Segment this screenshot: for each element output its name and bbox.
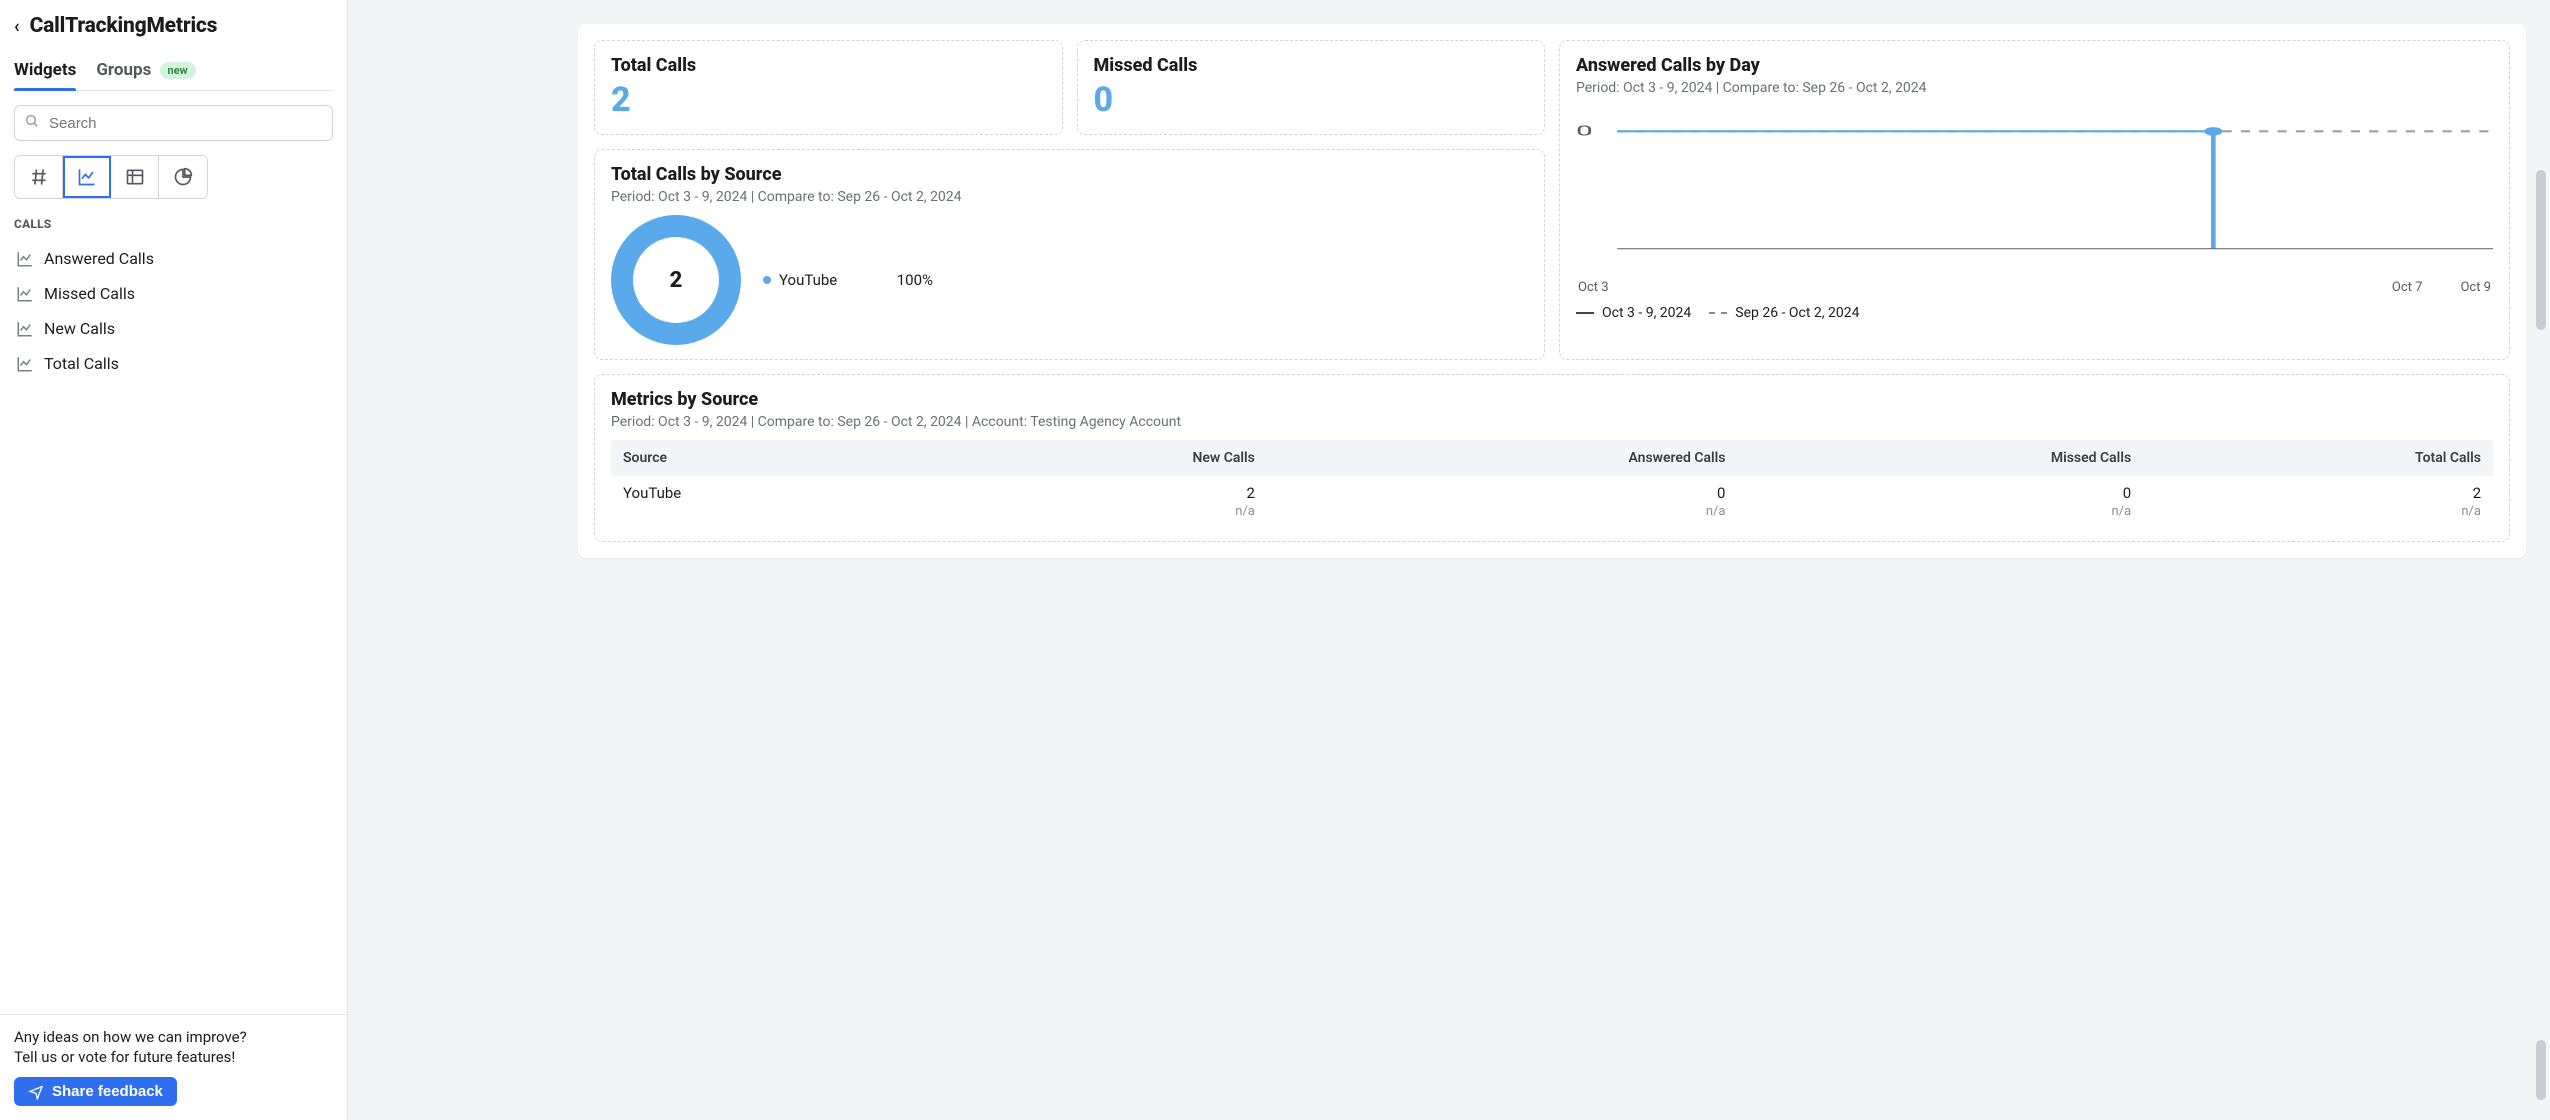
- search-wrapper: [14, 105, 333, 141]
- donut-legend: YouTube 100%: [763, 271, 933, 289]
- legend-item: YouTube: [763, 271, 837, 289]
- cell-value: 0: [1717, 484, 1725, 502]
- filter-line-chart-icon[interactable]: [63, 156, 111, 198]
- cell-total-calls: 2 n/a: [2143, 476, 2493, 527]
- scrollbar-thumb[interactable]: [2536, 170, 2546, 330]
- kpi-row: Total Calls 2 Missed Calls 0: [594, 40, 1545, 135]
- filter-table-icon[interactable]: [111, 156, 159, 198]
- cell-source: YouTube: [611, 476, 931, 527]
- back-icon[interactable]: ‹: [14, 16, 20, 37]
- card-total-calls[interactable]: Total Calls 2: [594, 40, 1063, 135]
- dashboard-canvas: Total Calls 2 Missed Calls 0 Total Calls…: [578, 24, 2526, 558]
- tab-groups[interactable]: Groups new: [96, 52, 195, 90]
- cell-value: 2: [2473, 484, 2481, 502]
- table-row[interactable]: YouTube 2 n/a 0 n/a 0 n/a: [611, 476, 2493, 527]
- card-sub: Period: Oct 3 - 9, 2024 | Compare to: Se…: [611, 414, 2493, 430]
- widget-item-label: New Calls: [44, 319, 115, 338]
- legend-current: Oct 3 - 9, 2024: [1576, 305, 1691, 321]
- kpi-value: 0: [1094, 80, 1529, 120]
- widget-item-label: Answered Calls: [44, 249, 154, 268]
- card-missed-calls[interactable]: Missed Calls 0: [1077, 40, 1546, 135]
- data-point-marker: [2204, 127, 2222, 136]
- filter-pie-chart-icon[interactable]: [159, 156, 207, 198]
- widget-item-missed-calls[interactable]: Missed Calls: [14, 276, 333, 311]
- sidebar-tabs: Widgets Groups new: [14, 52, 333, 91]
- card-answered-calls-by-day[interactable]: Answered Calls by Day Period: Oct 3 - 9,…: [1559, 40, 2510, 360]
- col-new-calls[interactable]: New Calls: [931, 440, 1267, 476]
- legend-compare: Sep 26 - Oct 2, 2024: [1709, 305, 1859, 321]
- cell-sub: n/a: [2155, 504, 2481, 519]
- col-answered-calls[interactable]: Answered Calls: [1267, 440, 1738, 476]
- feedback-text: Any ideas on how we can improve? Tell us…: [14, 1027, 333, 1068]
- main-canvas-area: Total Calls 2 Missed Calls 0 Total Calls…: [348, 0, 2550, 1120]
- feedback-line1: Any ideas on how we can improve?: [14, 1028, 247, 1046]
- y-tick-label: 0: [1576, 122, 1593, 139]
- tab-widgets[interactable]: Widgets: [14, 52, 76, 90]
- table-header-row: Source New Calls Answered Calls Missed C…: [611, 440, 2493, 476]
- x-label: Oct 7: [2392, 280, 2423, 295]
- card-title: Answered Calls by Day: [1576, 55, 2493, 76]
- tab-widgets-label: Widgets: [14, 60, 76, 80]
- legend-label: Oct 3 - 9, 2024: [1602, 305, 1691, 321]
- legend-dash-icon: [1709, 312, 1727, 314]
- legend-dot-icon: [763, 276, 771, 284]
- col-source[interactable]: Source: [611, 440, 931, 476]
- search-input[interactable]: [14, 105, 333, 141]
- new-badge: new: [160, 62, 196, 79]
- cell-missed-calls: 0 n/a: [1737, 476, 2143, 527]
- feedback-line2: Tell us or vote for future features!: [14, 1048, 235, 1066]
- line-chart-legend: Oct 3 - 9, 2024 Sep 26 - Oct 2, 2024: [1576, 305, 2493, 321]
- legend-value: 100%: [897, 271, 933, 289]
- widget-list: Answered Calls Missed Calls New Calls To…: [14, 241, 333, 381]
- widget-item-label: Missed Calls: [44, 284, 135, 303]
- widget-item-total-calls[interactable]: Total Calls: [14, 346, 333, 381]
- widget-item-new-calls[interactable]: New Calls: [14, 311, 333, 346]
- col-missed-calls[interactable]: Missed Calls: [1737, 440, 2143, 476]
- widget-item-answered-calls[interactable]: Answered Calls: [14, 241, 333, 276]
- card-title: Total Calls by Source: [611, 164, 1528, 185]
- widget-type-filter: [14, 155, 208, 199]
- card-title: Missed Calls: [1094, 55, 1529, 76]
- donut-ring: 2: [611, 215, 741, 345]
- legend-label: Sep 26 - Oct 2, 2024: [1735, 305, 1859, 321]
- filter-number-icon[interactable]: [15, 156, 63, 198]
- share-feedback-label: Share feedback: [52, 1083, 163, 1100]
- cell-sub: n/a: [1279, 504, 1726, 519]
- col-total-calls[interactable]: Total Calls: [2143, 440, 2493, 476]
- brand-bar: ‹ CallTrackingMetrics: [14, 14, 333, 38]
- card-period: Period: Oct 3 - 9, 2024 | Compare to: Se…: [1576, 80, 2493, 96]
- cell-value: 0: [2123, 484, 2131, 502]
- x-label: Oct 3: [1578, 280, 1609, 295]
- cell-value: 2: [1246, 484, 1254, 502]
- section-calls-label: CALLS: [14, 217, 333, 231]
- card-title: Metrics by Source: [611, 389, 2493, 410]
- scrollbar-thumb[interactable]: [2536, 1040, 2546, 1100]
- x-axis-labels: Oct 3 Oct 7 Oct 9: [1576, 280, 2493, 295]
- x-label: Oct 9: [2460, 280, 2491, 295]
- brand-title: CallTrackingMetrics: [30, 14, 218, 38]
- tab-groups-label: Groups: [96, 60, 151, 80]
- feedback-box: Any ideas on how we can improve? Tell us…: [0, 1014, 347, 1120]
- card-period: Period: Oct 3 - 9, 2024 | Compare to: Se…: [611, 189, 1528, 205]
- card-title: Total Calls: [611, 55, 1046, 76]
- card-total-calls-by-source[interactable]: Total Calls by Source Period: Oct 3 - 9,…: [594, 149, 1545, 360]
- widget-item-label: Total Calls: [44, 354, 119, 373]
- cell-answered-calls: 0 n/a: [1267, 476, 1738, 527]
- cell-new-calls: 2 n/a: [931, 476, 1267, 527]
- left-column: Total Calls 2 Missed Calls 0 Total Calls…: [594, 40, 1545, 360]
- donut-center-value: 2: [611, 215, 741, 345]
- line-chart-svg: 0: [1576, 110, 2493, 270]
- kpi-value: 2: [611, 80, 1046, 120]
- legend-solid-icon: [1576, 312, 1594, 314]
- cell-sub: n/a: [1749, 504, 2131, 519]
- metrics-table: Source New Calls Answered Calls Missed C…: [611, 440, 2493, 527]
- donut-chart: 2 YouTube 100%: [611, 215, 1528, 345]
- cell-sub: n/a: [943, 504, 1255, 519]
- legend-label: YouTube: [779, 271, 837, 289]
- sidebar: ‹ CallTrackingMetrics Widgets Groups new: [0, 0, 348, 1120]
- share-feedback-button[interactable]: Share feedback: [14, 1077, 177, 1106]
- line-chart: 0 Oct 3 Oct 7 Oct 9: [1576, 110, 2493, 345]
- search-icon: [24, 113, 40, 133]
- card-metrics-by-source[interactable]: Metrics by Source Period: Oct 3 - 9, 202…: [594, 374, 2510, 542]
